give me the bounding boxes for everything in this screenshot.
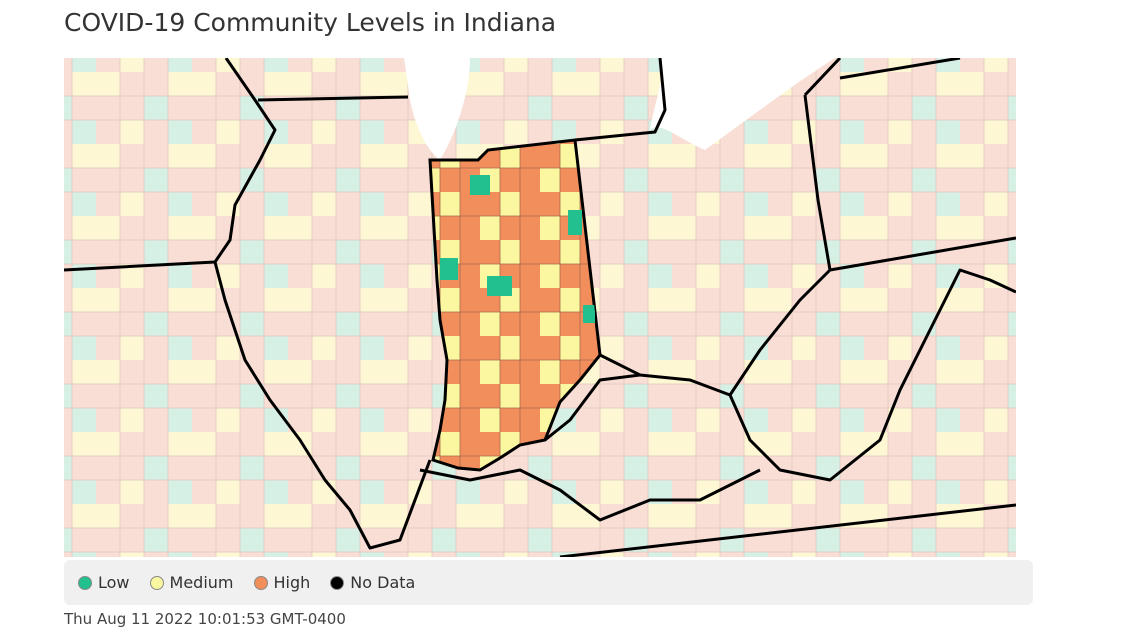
legend-item[interactable]: High [253, 573, 311, 592]
title: COVID-19 Community Levels in Indiana [64, 8, 557, 37]
legend-swatch [78, 575, 92, 590]
timestamp: Thu Aug 11 2022 10:01:53 GMT-0400 [64, 610, 346, 628]
legend-swatch [149, 575, 164, 590]
legend-label: Medium [169, 573, 234, 592]
map [64, 58, 1016, 557]
legend-item[interactable]: Medium [149, 573, 234, 592]
legend-swatch [330, 575, 345, 590]
legend-label: Low [98, 573, 130, 592]
legend-label: High [273, 573, 311, 592]
legend-swatch [253, 575, 268, 590]
legend-label: No Data [350, 573, 416, 592]
legend: Low Medium High No Data [64, 560, 1033, 605]
legend-item[interactable]: Low [78, 573, 130, 592]
legend-item[interactable]: No Data [330, 573, 415, 592]
